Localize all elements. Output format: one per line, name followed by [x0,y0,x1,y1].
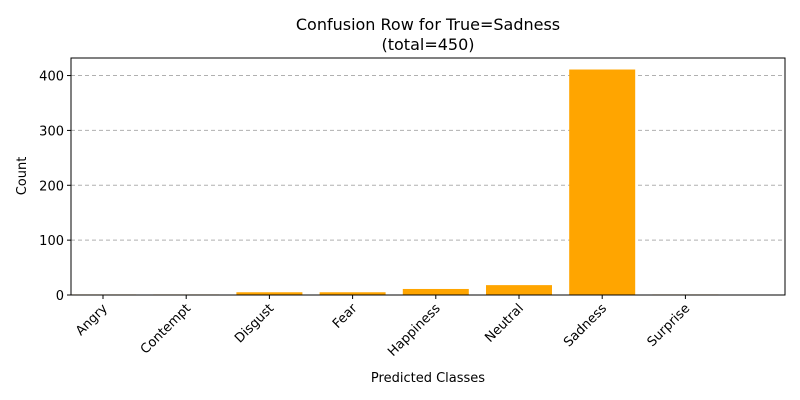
chart-title: Confusion Row for True=Sadness [296,15,560,34]
bar-fear [319,292,386,295]
grid-lines [71,75,785,241]
y-tick-label: 400 [39,70,64,85]
x-tick-label-angry: Angry [73,301,111,339]
x-tick-label-disgust: Disgust [232,301,277,346]
y-axis-ticks: 0 100 200 300 400 [39,70,71,304]
x-tick-label-sadness: Sadness [561,301,610,350]
x-tick-label-surprise: Surprise [645,301,694,350]
x-tick-label-contempt: Contempt [138,301,194,357]
x-axis-ticks: Angry Contempt Disgust Fear Happiness Neutral… [73,295,693,360]
y-tick-label: 200 [39,179,64,194]
bars [70,69,719,295]
x-tick-label-happiness: Happiness [385,301,444,360]
bar-disgust [236,292,303,295]
y-tick-label: 0 [56,289,64,304]
bar-happiness [402,288,469,295]
x-tick-label-fear: Fear [330,301,361,332]
y-tick-label: 100 [39,234,64,249]
x-axis-label: Predicted Classes [371,371,485,386]
chart-subtitle: (total=450) [381,35,474,54]
x-tick-label-neutral: Neutral [482,301,527,346]
plot-frame [70,57,786,296]
bar-sadness [569,69,636,295]
y-tick-label: 300 [39,124,64,139]
y-axis-label: Count [15,157,30,196]
bar-neutral [486,285,552,295]
